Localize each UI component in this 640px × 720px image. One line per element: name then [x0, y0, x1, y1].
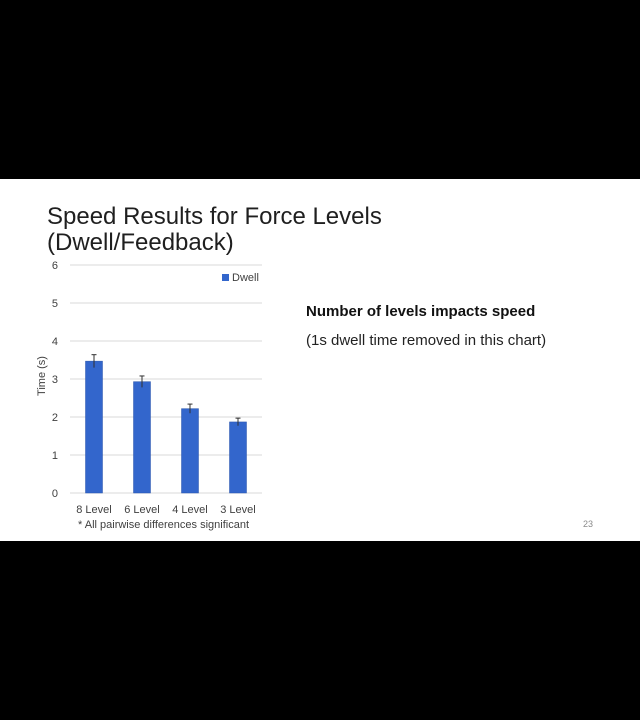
y-tick-label: 6 — [52, 260, 58, 272]
top-letterbox — [0, 0, 640, 179]
slide-title: Speed Results for Force Levels (Dwell/Fe… — [47, 204, 382, 256]
y-tick-label: 5 — [52, 298, 58, 310]
slide-subtext: (1s dwell time removed in this chart) — [306, 332, 547, 349]
slide-number: 23 — [583, 519, 594, 529]
y-tick-label: 2 — [52, 412, 58, 424]
slide: Speed Results for Force Levels (Dwell/Fe… — [0, 179, 640, 541]
y-axis-ticks: 0 1 2 3 4 5 6 — [52, 260, 58, 500]
slide-title-line2: (Dwell/Feedback) — [47, 229, 234, 256]
bar-chart: 0 1 2 3 4 5 6 8 Level 6 Level 4 Level 3 Level Tim… — [36, 260, 262, 516]
bottom-letterbox — [0, 541, 640, 720]
x-tick-label: 4 Level — [172, 504, 207, 516]
x-axis-ticks: 8 Level 6 Level 4 Level 3 Level — [76, 504, 255, 516]
legend-swatch — [222, 274, 229, 281]
y-tick-label: 1 — [52, 450, 58, 462]
bar — [133, 381, 151, 494]
chart-footnote: * All pairwise differences significant — [78, 519, 249, 531]
x-tick-label: 3 Level — [220, 504, 255, 516]
y-tick-label: 0 — [52, 488, 58, 500]
y-tick-label: 4 — [52, 336, 58, 348]
legend-label: Dwell — [232, 272, 259, 284]
slide-heading: Number of levels impacts speed — [306, 303, 536, 320]
x-tick-label: 6 Level — [124, 504, 159, 516]
bar — [229, 421, 247, 494]
y-axis-label: Time (s) — [36, 356, 48, 396]
bar — [85, 360, 103, 494]
bar — [181, 408, 199, 494]
y-tick-label: 3 — [52, 374, 58, 386]
x-tick-label: 8 Level — [76, 504, 111, 516]
chart-bars — [85, 354, 247, 494]
slide-title-line1: Speed Results for Force Levels — [47, 203, 382, 230]
